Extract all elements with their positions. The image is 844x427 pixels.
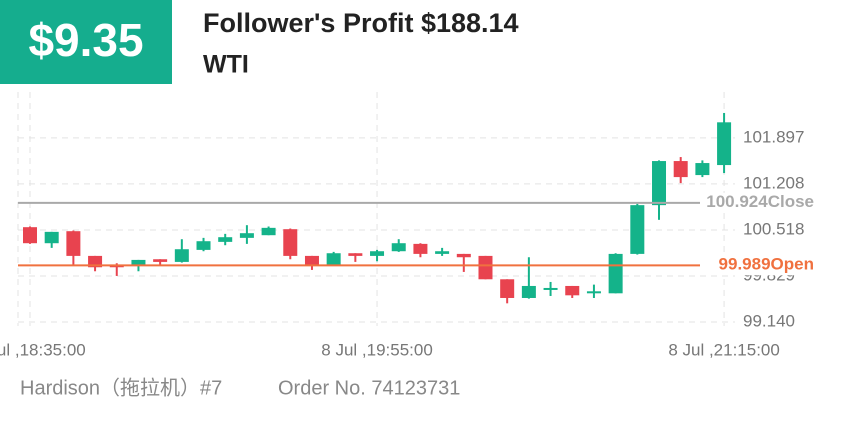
candle-body <box>326 253 341 266</box>
candle-body <box>586 291 601 294</box>
x-tick-label: 8 Jul ,18:35:00 <box>0 340 86 359</box>
candle-body <box>565 285 580 296</box>
candle-body <box>456 253 471 258</box>
candle-body <box>304 255 319 266</box>
y-tick-label: 101.208 <box>743 173 804 192</box>
reference-label-bg <box>700 255 816 276</box>
trader: Hardison（拖拉机）#7 <box>20 376 222 399</box>
candle-body <box>478 255 493 280</box>
candle-body <box>435 251 450 254</box>
candle-body <box>239 233 254 238</box>
y-tick-label: 100.518 <box>743 219 804 238</box>
symbol: WTI <box>203 51 249 79</box>
candle-body <box>174 249 189 262</box>
reference-label: 99.989Open <box>719 255 814 274</box>
candle-body <box>543 287 558 290</box>
candle-body <box>131 259 146 266</box>
x-tick-label: 8 Jul ,19:55:00 <box>321 340 433 359</box>
reference-value: 100.924 <box>706 192 768 211</box>
y-tick-label: 99.140 <box>743 312 795 331</box>
candle-body <box>283 229 298 256</box>
profit-amount: $9.35 <box>28 14 143 66</box>
candle-body <box>261 227 276 236</box>
candle-body <box>370 251 385 256</box>
candle-body <box>413 243 428 254</box>
title: Follower's Profit $188.14 <box>203 8 519 38</box>
candle-body <box>218 237 233 242</box>
candle-body <box>88 255 103 268</box>
candle-body <box>673 161 688 178</box>
x-tick-label: 8 Jul ,21:15:00 <box>668 340 780 359</box>
candle-body <box>630 205 645 254</box>
candle-body <box>608 253 623 294</box>
candle-body <box>717 122 732 166</box>
reference-value: 99.989 <box>719 255 771 274</box>
candle-body <box>391 243 406 252</box>
reference-name: Open <box>771 255 814 274</box>
candle-body <box>500 279 515 298</box>
reference-name: Close <box>768 192 814 211</box>
reference-label-bg <box>700 192 816 213</box>
candle-body <box>23 227 37 244</box>
candle-body <box>153 259 168 262</box>
candle-body <box>196 241 211 250</box>
profit-badge <box>0 0 172 84</box>
candle-body <box>521 285 536 298</box>
candle-body <box>66 231 81 256</box>
y-tick-label: 101.897 <box>743 127 804 146</box>
candle-body <box>348 253 363 256</box>
order-number: Order No. 74123731 <box>278 377 460 399</box>
candle-body <box>44 231 59 244</box>
candle-body <box>695 163 710 176</box>
candle-body <box>652 161 667 206</box>
reference-label: 100.924Close <box>706 192 814 211</box>
